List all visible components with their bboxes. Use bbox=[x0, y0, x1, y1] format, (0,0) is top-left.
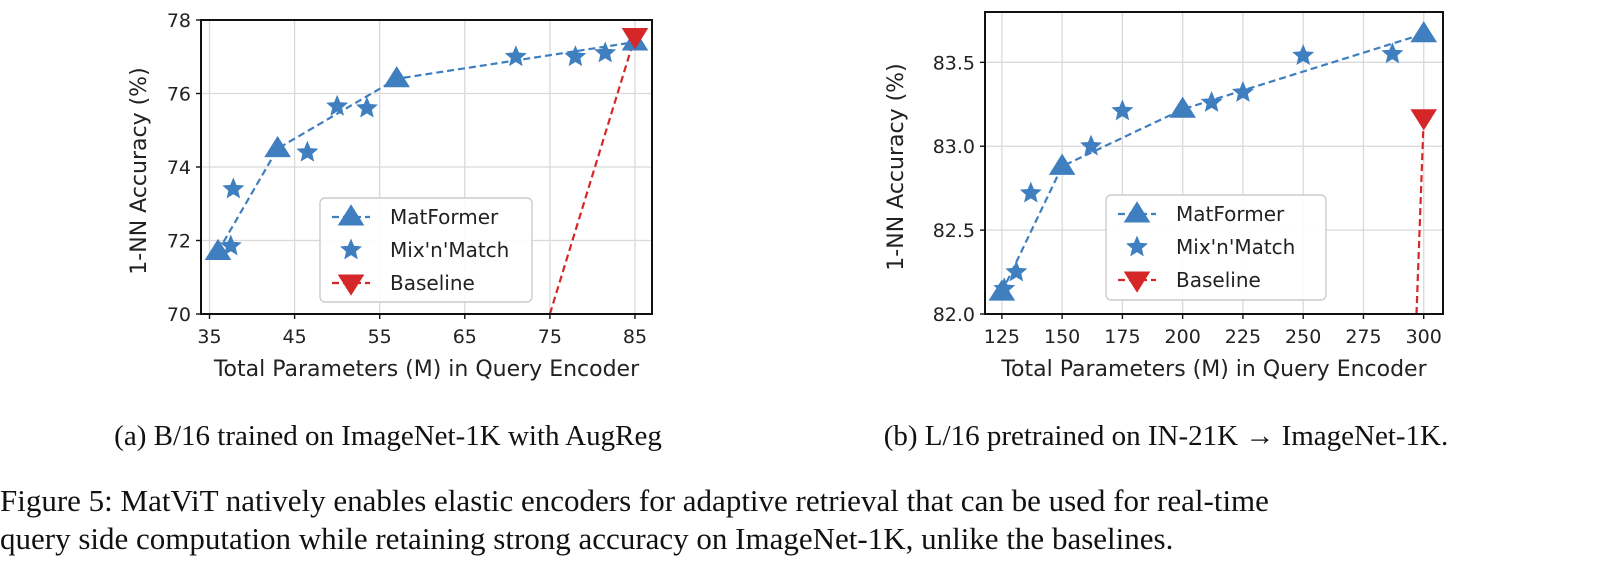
subcaption: (a) B/16 trained on ImageNet-1K with Aug… bbox=[114, 420, 662, 452]
data-point-mixnmatch bbox=[296, 140, 319, 162]
y-tick-label: 83.5 bbox=[933, 52, 975, 74]
legend-label-mixnmatch: Mix'n'Match bbox=[390, 238, 509, 262]
legend-box bbox=[319, 197, 533, 303]
data-point-mixnmatch bbox=[222, 177, 245, 199]
y-tick-label: 82.0 bbox=[933, 304, 975, 326]
data-point-mixnmatch bbox=[1005, 260, 1028, 282]
x-tick-label: 75 bbox=[538, 326, 562, 348]
x-axis-label: Total Parameters (M) in Query Encoder bbox=[213, 357, 640, 382]
x-tick-label: 200 bbox=[1165, 326, 1201, 348]
data-point-matformer bbox=[383, 66, 411, 88]
legend: MatFormer Mix'n'Match Baseline bbox=[319, 197, 533, 303]
subcaption: (b) L/16 pretrained on IN-21K → ImageNet… bbox=[884, 420, 1449, 452]
data-point-mixnmatch bbox=[1200, 91, 1223, 112]
legend-marker-baseline bbox=[1123, 271, 1151, 293]
legend-marker-mixnmatch bbox=[1126, 235, 1148, 257]
legend-label-baseline: Baseline bbox=[390, 271, 475, 295]
y-tick-label: 82.5 bbox=[933, 220, 975, 242]
figure-caption: Figure 5: MatViT natively enables elasti… bbox=[0, 482, 1600, 558]
plot-area bbox=[1000, 32, 1425, 314]
data-point-mixnmatch bbox=[326, 94, 349, 116]
data-point-mixnmatch bbox=[594, 41, 617, 63]
chart-a: 35 45 55 65 75 85 70 72 74 76 78 Total Parameters (… bbox=[114, 10, 662, 452]
x-tick-label: 225 bbox=[1225, 326, 1261, 348]
legend-marker-baseline bbox=[337, 274, 365, 296]
x-tick-label: 55 bbox=[368, 326, 392, 348]
data-point-matformer bbox=[1169, 96, 1196, 118]
chart-b: 125 150 175 200 225 250 275 300 82.0 82.5 83.0 83.5… bbox=[884, 11, 1449, 452]
legend-label-matformer: MatFormer bbox=[1176, 202, 1285, 226]
x-tick-label: 35 bbox=[197, 326, 221, 348]
data-point-baseline bbox=[621, 28, 649, 50]
y-axis-label: 1-NN Accuracy (%) bbox=[884, 63, 909, 270]
legend-marker-matformer bbox=[1123, 201, 1151, 223]
y-tick-label: 74 bbox=[167, 157, 191, 179]
data-point-mixnmatch bbox=[1111, 99, 1134, 121]
x-tick-label: 65 bbox=[453, 326, 477, 348]
x-tick-label: 300 bbox=[1406, 326, 1442, 348]
data-point-mixnmatch bbox=[1080, 134, 1103, 156]
figure-canvas: 35 45 55 65 75 85 70 72 74 76 78 Total Parameters (… bbox=[114, 10, 1449, 452]
y-tick-label: 72 bbox=[167, 231, 191, 253]
y-tick-label: 70 bbox=[167, 304, 191, 326]
y-tick-label: 83.0 bbox=[933, 136, 975, 158]
legend: MatFormer Mix'n'Match Baseline bbox=[1105, 194, 1327, 301]
y-tick-label: 76 bbox=[167, 84, 191, 106]
axes-frame bbox=[984, 11, 1444, 315]
y-axis-label: 1-NN Accuracy (%) bbox=[127, 67, 152, 274]
x-tick-label: 85 bbox=[623, 326, 647, 348]
data-point-mixnmatch bbox=[564, 45, 587, 67]
figure-caption-line-2: query side computation while retaining s… bbox=[0, 521, 1174, 556]
data-point-mixnmatch bbox=[1381, 42, 1404, 64]
data-point-matformer bbox=[204, 238, 232, 261]
data-point-matformer bbox=[264, 135, 291, 158]
legend-label-baseline: Baseline bbox=[1176, 268, 1261, 292]
data-point-mixnmatch bbox=[1019, 181, 1042, 203]
y-tick-label: 78 bbox=[167, 10, 191, 32]
legend-label-matformer: MatFormer bbox=[390, 205, 499, 229]
series-line-baseline bbox=[548, 36, 637, 314]
data-point-mixnmatch bbox=[219, 234, 242, 256]
x-axis-label: Total Parameters (M) in Query Encoder bbox=[1000, 357, 1427, 382]
data-point-matformer bbox=[1410, 21, 1438, 43]
data-point-mixnmatch bbox=[1292, 44, 1315, 65]
data-point-mixnmatch bbox=[1231, 80, 1254, 102]
data-point-matformer bbox=[1048, 153, 1076, 175]
legend-label-mixnmatch: Mix'n'Match bbox=[1176, 235, 1295, 259]
x-tick-label: 45 bbox=[283, 326, 307, 348]
legend-marker-matformer bbox=[337, 204, 365, 226]
data-point-baseline bbox=[1410, 109, 1438, 131]
series-line-baseline bbox=[1415, 117, 1425, 314]
data-point-mixnmatch bbox=[355, 96, 378, 118]
data-point-mixnmatch bbox=[504, 45, 527, 67]
legend-marker-mixnmatch bbox=[340, 238, 362, 260]
figure-caption-line-1: Figure 5: MatViT natively enables elasti… bbox=[0, 483, 1269, 518]
series-line-matformer bbox=[1000, 32, 1425, 293]
x-tick-label: 250 bbox=[1285, 326, 1321, 348]
x-tick-label: 150 bbox=[1044, 326, 1080, 348]
data-point-matformer bbox=[988, 279, 1016, 301]
legend-box bbox=[1105, 194, 1327, 301]
x-tick-label: 275 bbox=[1345, 326, 1381, 348]
x-tick-label: 125 bbox=[984, 326, 1020, 348]
x-tick-label: 175 bbox=[1104, 326, 1140, 348]
